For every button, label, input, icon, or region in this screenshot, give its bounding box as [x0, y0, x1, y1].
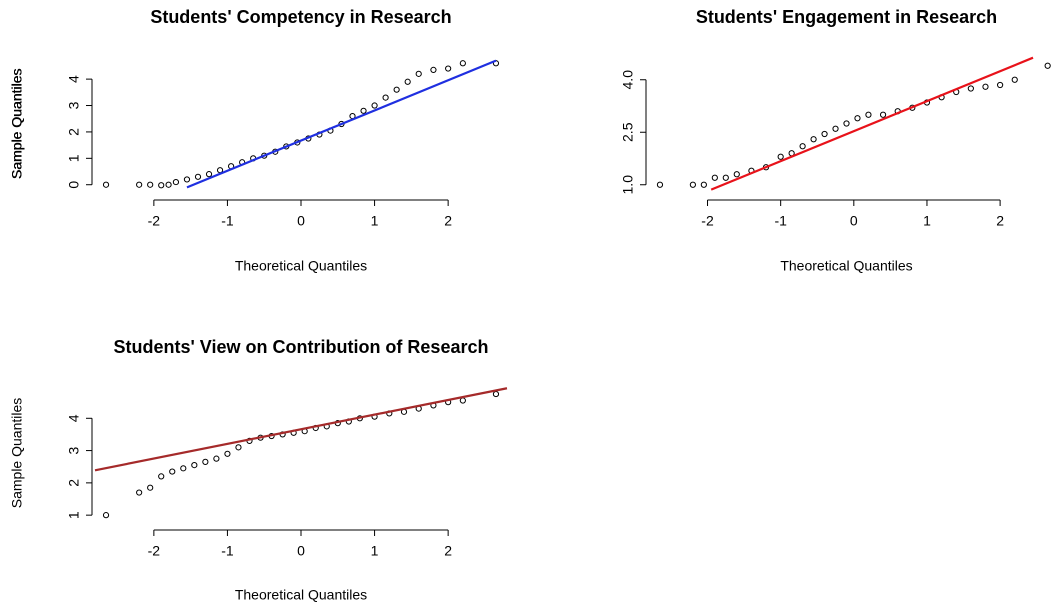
y-axis-label: Sample Quantiles — [9, 69, 25, 180]
x-tick-label: -1 — [221, 213, 234, 229]
data-point — [733, 171, 740, 178]
data-point — [982, 83, 989, 90]
data-point — [865, 111, 872, 118]
data-point — [172, 178, 180, 186]
data-point — [689, 181, 696, 188]
data-point — [393, 86, 400, 93]
data-point — [722, 174, 729, 181]
x-tick-label: -2 — [148, 213, 161, 229]
data-point — [492, 390, 500, 398]
x-tick-label: 0 — [850, 213, 858, 229]
data-point — [235, 444, 242, 451]
data-point — [832, 125, 839, 132]
data-point — [445, 65, 452, 72]
x-tick-label: 2 — [996, 213, 1004, 229]
qq-line — [94, 387, 508, 472]
x-tick-label: 1 — [923, 213, 931, 229]
data-point — [404, 78, 411, 85]
qq-line — [710, 56, 1034, 191]
data-point — [700, 181, 707, 188]
y-tick-label: 4 — [66, 75, 82, 83]
y-axis-label: Sample Quantiles — [9, 68, 25, 179]
x-tick-label: -2 — [148, 543, 161, 559]
data-point — [1011, 76, 1018, 83]
y-tick-label: 0 — [66, 181, 82, 189]
data-point — [102, 181, 110, 188]
data-point — [165, 181, 172, 188]
data-point — [224, 450, 231, 457]
x-axis-label: Theoretical Quantiles — [235, 258, 367, 274]
chart-title: Students' Competency in Research — [150, 7, 451, 27]
x-tick-label: 1 — [371, 543, 379, 559]
x-tick-label: 2 — [444, 213, 452, 229]
data-point — [158, 473, 165, 480]
x-axis-label: Theoretical Quantiles — [235, 587, 367, 603]
data-point — [879, 111, 887, 118]
y-tick-label: 3 — [66, 101, 82, 109]
data-point — [371, 102, 378, 109]
y-tick-label: 1 — [66, 154, 82, 162]
data-point — [967, 85, 974, 92]
y-tick-label: 2 — [66, 128, 82, 136]
data-point — [202, 458, 209, 465]
chart-title: Students' View on Contribution of Resear… — [114, 337, 489, 357]
data-point — [1044, 62, 1051, 69]
y-tick-label: 3 — [66, 446, 82, 454]
data-point — [194, 173, 202, 180]
y-tick-label: 2.5 — [620, 122, 636, 142]
data-point — [459, 397, 466, 404]
data-point — [360, 107, 367, 114]
y-tick-label: 1.0 — [620, 175, 636, 195]
data-point — [147, 484, 154, 491]
data-point — [430, 66, 437, 73]
data-point — [382, 94, 389, 101]
x-tick-label: -1 — [221, 543, 234, 559]
x-tick-label: 0 — [297, 543, 305, 559]
data-point — [854, 115, 861, 122]
panel: Students' Engagement in Research Theoreti… — [9, 7, 1051, 274]
data-point — [169, 468, 176, 475]
data-point — [158, 182, 165, 189]
data-point — [191, 462, 198, 469]
chart-title: Students' Engagement in Research — [696, 7, 997, 27]
data-point — [777, 153, 784, 160]
x-tick-label: 2 — [444, 543, 452, 559]
data-point — [711, 174, 718, 181]
data-point — [147, 181, 154, 188]
x-tick-label: -1 — [774, 213, 787, 229]
data-point — [821, 130, 828, 138]
data-point — [459, 60, 466, 67]
data-point — [656, 181, 664, 188]
x-tick-label: -2 — [701, 213, 714, 229]
data-point — [180, 465, 187, 472]
y-tick-label: 1 — [66, 511, 82, 519]
data-point — [102, 512, 110, 519]
y-tick-label: 2 — [66, 479, 82, 487]
data-point — [213, 455, 220, 462]
x-tick-label: 0 — [297, 213, 305, 229]
data-point — [810, 136, 817, 143]
y-axis-label: Sample Quantiles — [9, 398, 25, 509]
panel: Students' Competency in Research Theoreti… — [9, 7, 500, 274]
y-tick-label: 4.0 — [620, 70, 636, 90]
data-point — [997, 81, 1004, 89]
data-point — [136, 181, 143, 188]
panel: Students' View on Contribution of Resear… — [9, 337, 508, 603]
data-point — [415, 70, 422, 77]
qq-line — [186, 59, 497, 189]
data-point — [136, 489, 143, 496]
data-point — [799, 143, 806, 150]
data-point — [205, 171, 213, 178]
x-axis-label: Theoretical Quantiles — [780, 258, 912, 274]
data-point — [183, 176, 191, 183]
x-tick-label: 1 — [371, 213, 379, 229]
y-tick-label: 4 — [66, 414, 82, 422]
data-point — [843, 120, 850, 127]
